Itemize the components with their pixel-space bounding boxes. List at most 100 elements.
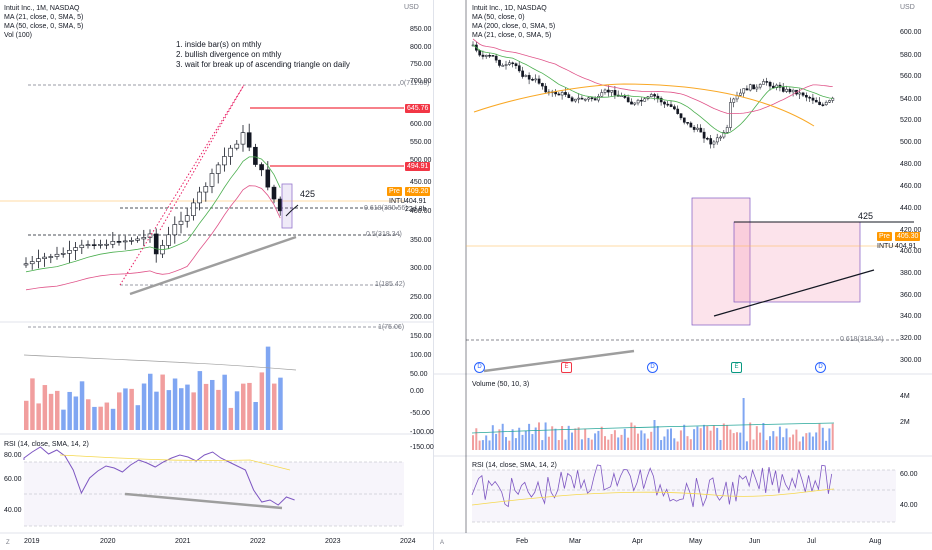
daily-volume-bar	[689, 439, 692, 450]
volume-bar	[185, 384, 190, 430]
right-axis-tick: 340.00	[900, 313, 922, 320]
daily-candle	[768, 81, 772, 87]
left-axis-tick: 500.00	[410, 157, 432, 164]
daily-candle	[484, 55, 488, 57]
volume-bar	[241, 383, 246, 430]
monthly-candle	[110, 241, 116, 245]
volume-bar	[24, 400, 29, 430]
monthly-chart-pane[interactable]: Intuit Inc., 1M, NASDAQ MA (21, close, 0…	[0, 0, 434, 550]
monthly-candle	[265, 169, 271, 188]
ma50-line	[472, 38, 833, 115]
monthly-chart-canvas[interactable]	[0, 0, 433, 550]
fib-1: 1(185.42)	[375, 281, 405, 288]
legend-volume: Vol (100)	[4, 32, 33, 39]
right-date-tick: Apr	[632, 538, 643, 545]
monthly-candle	[222, 156, 227, 166]
volume-bar	[55, 390, 60, 430]
left-axis-tick: 600.00	[410, 121, 432, 128]
daily-candle	[590, 97, 594, 100]
daily-candle	[534, 78, 538, 81]
volume-bar	[123, 388, 128, 430]
monthly-candle	[29, 261, 35, 265]
event-earnings-1[interactable]: E	[561, 362, 572, 373]
right-axis-tick: 600.00	[900, 29, 922, 36]
daily-volume-bar	[805, 433, 808, 450]
event-dividend-1[interactable]: D	[474, 362, 485, 373]
left-corner-button[interactable]: Z	[6, 540, 10, 546]
right-corner-button[interactable]: A	[440, 540, 445, 546]
daily-volume-bar	[564, 439, 567, 450]
volume-bar	[79, 381, 85, 430]
daily-candle	[811, 97, 815, 101]
daily-candle	[676, 108, 680, 114]
volume-bar	[265, 346, 271, 430]
daily-volume-bar	[775, 436, 778, 450]
monthly-candle	[54, 253, 60, 257]
monthly-candle	[122, 240, 128, 243]
daily-volume-bar	[818, 423, 821, 450]
volume-bar	[135, 405, 141, 430]
event-dividend-3[interactable]: D	[815, 362, 826, 373]
daily-candle	[762, 81, 765, 85]
right-date-tick: Aug	[869, 538, 882, 545]
triangle-box-2	[733, 221, 861, 303]
daily-volume-bar	[712, 425, 715, 450]
daily-candle	[517, 65, 521, 72]
daily-candle	[702, 131, 706, 139]
daily-volume-bar	[782, 437, 785, 450]
event-earnings-2[interactable]: E	[731, 362, 742, 373]
left-rsi-tick: 80.00	[4, 452, 22, 459]
daily-candle	[805, 95, 808, 98]
intu-label: INTU	[877, 243, 894, 250]
level-tag-mid: 494.91	[405, 162, 431, 171]
daily-volume-bar	[505, 437, 507, 450]
fib-0618: 0.618(380.56)	[364, 205, 408, 212]
daily-volume-bar	[508, 440, 511, 450]
daily-candle	[501, 65, 505, 67]
daily-volume-bar	[699, 428, 702, 450]
ma50-line	[25, 185, 281, 291]
daily-volume-bar	[574, 428, 577, 450]
daily-candle	[541, 83, 544, 87]
daily-volume-bar	[732, 433, 735, 450]
ma21-line	[25, 156, 281, 273]
volume-bar	[166, 390, 172, 430]
daily-volume-bar	[825, 440, 828, 450]
daily-volume-bar	[475, 428, 478, 450]
daily-volume-bar	[577, 427, 580, 450]
left-axis-tick: 750.00	[410, 61, 432, 68]
daily-candle	[659, 97, 663, 103]
monthly-candle	[253, 146, 258, 165]
daily-volume-bar	[795, 429, 798, 450]
daily-volume-bar	[491, 425, 494, 450]
rsi-line	[471, 464, 833, 508]
volume-bar	[247, 382, 252, 430]
daily-candle	[567, 94, 571, 98]
volume-bar	[48, 393, 54, 430]
daily-volume-bar	[660, 440, 663, 450]
daily-volume-bar	[633, 425, 636, 450]
daily-volume-bar	[650, 431, 653, 450]
daily-volume-bar	[501, 423, 504, 450]
event-dividend-2[interactable]: D	[647, 362, 658, 373]
left-axis-tick: 700.00	[410, 78, 432, 85]
daily-legend: Intuit Inc., 1D, NASDAQ MA (50, close, 0…	[472, 4, 555, 40]
daily-chart-pane[interactable]: Intuit Inc., 1D, NASDAQ MA (50, close, 0…	[434, 0, 932, 550]
daily-volume-bar	[808, 432, 811, 450]
monthly-rsi-title: RSI (14, close, SMA, 14, 2)	[4, 441, 89, 448]
monthly-candle	[209, 173, 215, 187]
volume-bar	[67, 391, 72, 430]
daily-candle	[673, 106, 676, 110]
daily-candle	[772, 85, 775, 88]
daily-chart-canvas[interactable]	[434, 0, 932, 550]
intu-price: 404.91	[405, 198, 427, 205]
left-axis-tick: 50.00	[410, 371, 428, 378]
rsi-axis-60: 60.00	[900, 471, 918, 478]
left-axis-tick: 550.00	[410, 139, 432, 146]
daily-volume-bar	[769, 436, 771, 450]
volume-bar	[110, 408, 116, 430]
daily-candle	[656, 95, 660, 99]
daily-volume-bar	[673, 438, 676, 450]
right-date-tick: Feb	[516, 538, 529, 545]
left-axis-tick: 800.00	[410, 44, 432, 51]
